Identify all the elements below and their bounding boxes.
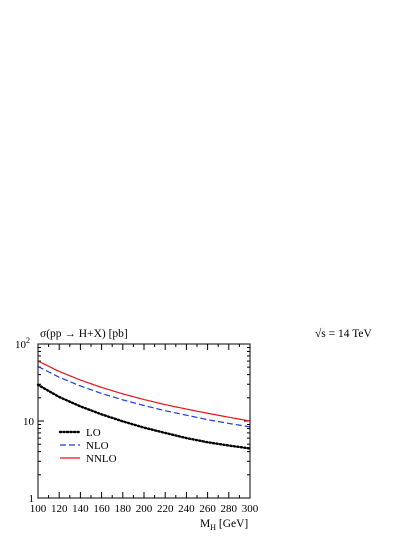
y-tick-label: 102: [15, 336, 30, 351]
x-tick-label: 300: [242, 503, 259, 515]
legend-label-nnlo: NNLO: [86, 453, 117, 465]
series-line-nnlo: [37, 360, 251, 422]
x-axis-label: MH [GeV]: [200, 518, 248, 532]
x-axis-label-unit: [GeV]: [216, 518, 248, 530]
plot-frame: [37, 343, 251, 499]
legend-label-lo: LO: [86, 427, 101, 439]
y-tick-exponent: 2: [26, 336, 30, 345]
x-tick-label: 100: [30, 503, 47, 515]
legend-label-nlo: NLO: [86, 440, 109, 452]
x-tick-label: 240: [178, 503, 195, 515]
x-tick-label: 180: [115, 503, 132, 515]
series-line-nlo: [37, 365, 251, 428]
x-tick-label: 140: [72, 503, 89, 515]
x-tick-label: 280: [221, 503, 238, 515]
x-tick-label: 220: [157, 503, 174, 515]
chart-title: σ(pp → H+X) [pb]: [40, 328, 128, 340]
x-tick-label: 260: [199, 503, 216, 515]
tick-labels: 100 120 140 160 180 200 220 240 260 280 300 1 10 102: [15, 336, 259, 515]
x-tick-label: 200: [136, 503, 153, 515]
x-axis-label-main: M: [200, 518, 210, 530]
series-lines: [36, 360, 252, 450]
series-line-lo: [36, 383, 252, 450]
x-tick-label: 120: [51, 503, 68, 515]
x-axis-label-subscript: H: [210, 523, 216, 532]
y-tick-label: 1: [29, 493, 35, 505]
energy-annotation: √s = 14 TeV: [315, 327, 373, 340]
x-tick-label: 160: [93, 503, 110, 515]
y-tick-label: 10: [23, 416, 35, 428]
